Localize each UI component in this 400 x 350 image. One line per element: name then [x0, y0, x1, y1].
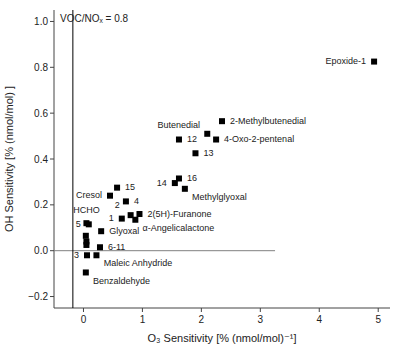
y-tick-label: −0.2 [28, 291, 48, 302]
y-tick [50, 296, 54, 297]
point-label: 4-Oxo-2-pentenal [224, 134, 294, 144]
point-label: Methylglyoxal [192, 192, 247, 202]
y-tick [50, 250, 54, 251]
y-tick-label: 0.8 [34, 62, 48, 73]
point-label: Maleic Anhydride [104, 258, 173, 268]
x-axis-title: O₃ Sensitivity [% (nmol/mol)⁻¹] [147, 332, 296, 344]
point [213, 137, 219, 143]
point-label: 2(5H)-Furanone [147, 209, 211, 219]
point-label: Benzaldehyde [93, 276, 150, 286]
point [128, 212, 134, 218]
point-label: Epoxide-1 [326, 56, 367, 66]
labels: VOC/NOₓ = 0.8 Epoxide-1 2-Methylbutenedial… [60, 13, 366, 286]
point-label: 4 [134, 196, 139, 206]
point [86, 221, 92, 227]
point-label: 15 [125, 182, 135, 192]
y-tick-label: 0.2 [34, 199, 48, 210]
x-tick [378, 308, 379, 312]
annotation: VOC/NOₓ = 0.8 [60, 13, 128, 24]
point [219, 118, 225, 124]
y-axis-title: OH Sensitivity [% (nmol/mol) ] [3, 86, 15, 232]
point-label: Glyoxal [109, 226, 139, 236]
x-tick [260, 308, 261, 312]
point-label: HCHO [73, 205, 100, 215]
point-label: 16 [187, 173, 197, 183]
x-tick [201, 308, 202, 312]
reference-line-vertical [72, 10, 73, 308]
point [97, 244, 103, 250]
plot-area [54, 10, 377, 308]
point [123, 198, 129, 204]
point-label: 12 [187, 134, 197, 144]
point [114, 185, 120, 191]
point [136, 211, 142, 217]
point-label: 3 [74, 250, 79, 260]
point [371, 59, 377, 65]
x-tick-label: 1 [140, 314, 146, 325]
point-label: 2 [115, 200, 120, 210]
y-tick [50, 204, 54, 205]
point-label: Cresol [76, 190, 102, 200]
x-tick-label: 0 [81, 314, 87, 325]
y-tick-label: 0.4 [34, 154, 48, 165]
reference-line-horizontal [54, 250, 275, 251]
point-label: 2-Methylbutenedial [230, 116, 306, 126]
point [119, 216, 125, 222]
y-tick-label: 0.0 [34, 245, 48, 256]
y-tick [50, 21, 54, 22]
y-tick-label: 0.6 [34, 108, 48, 119]
x-tick-label: 4 [316, 314, 322, 325]
point [192, 150, 198, 156]
point-label: 1 [109, 213, 114, 223]
point [93, 252, 99, 258]
point-label: Butenedial [157, 120, 200, 130]
chart: 012345−0.20.00.20.40.60.81.0O₃ Sensitivi… [0, 0, 400, 350]
y-tick [50, 113, 54, 114]
x-tick [83, 308, 84, 312]
axes: 012345−0.20.00.20.40.60.81.0 [28, 10, 390, 325]
x-axis-line [54, 308, 390, 309]
point [176, 137, 182, 143]
point [83, 269, 89, 275]
x-tick [142, 308, 143, 312]
point [83, 233, 89, 239]
point-label: 6-11 [108, 242, 125, 252]
point-label: 13 [203, 148, 213, 158]
x-tick-label: 3 [258, 314, 264, 325]
point [107, 193, 113, 199]
y-tick-label: 1.0 [34, 16, 48, 27]
point-label: α-Angelicalactone [143, 223, 215, 233]
point-label: 14 [157, 178, 167, 188]
point [83, 242, 89, 248]
point [98, 228, 104, 234]
point [182, 186, 188, 192]
y-tick [50, 159, 54, 160]
point [204, 131, 210, 137]
x-tick-label: 5 [375, 314, 381, 325]
point-label: 5 [76, 219, 81, 229]
x-tick [319, 308, 320, 312]
x-tick-label: 2 [199, 314, 205, 325]
y-tick [50, 67, 54, 68]
point [84, 252, 90, 258]
point [172, 180, 178, 186]
